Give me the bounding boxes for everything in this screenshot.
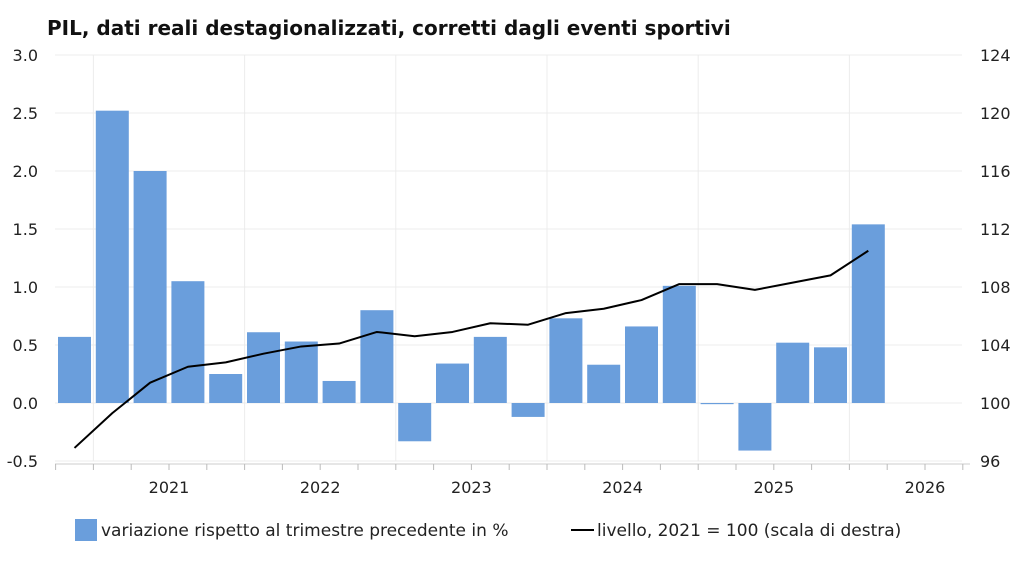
bar — [95, 110, 129, 404]
y-right-tick-label: 96 — [980, 452, 1000, 471]
bar — [511, 403, 545, 417]
bar — [209, 374, 243, 403]
bar — [284, 341, 318, 403]
y-right-tick-label: 112 — [980, 220, 1011, 239]
y-left-tick-label: 0.5 — [13, 336, 38, 355]
legend-line-label: livello, 2021 = 100 (scala di destra) — [597, 521, 901, 541]
legend: variazione rispetto al trimestre precede… — [75, 519, 901, 541]
bar — [851, 224, 885, 403]
bar — [58, 336, 91, 403]
y-right-tick-label: 108 — [980, 278, 1011, 297]
series-line-livello — [73, 249, 869, 449]
bar — [587, 364, 621, 403]
line-layer — [73, 249, 869, 449]
bar — [473, 336, 507, 403]
y-left-tick-label: 1.0 — [13, 278, 38, 297]
y-left-tick-label: 2.0 — [13, 162, 38, 181]
bar — [625, 326, 658, 403]
bar — [700, 403, 734, 405]
y-left-tick-label: 0.0 — [13, 394, 38, 413]
axis-layer: 3.0 124 2.5 120 2.0 116 1.5 112 1.0 108 0.5 104 0.0 1… — [7, 46, 1011, 497]
bar — [436, 363, 469, 403]
bar — [738, 403, 772, 451]
y-right-tick-label: 100 — [980, 394, 1011, 413]
y-right-tick-label: 124 — [980, 46, 1011, 65]
bar — [398, 403, 432, 442]
x-tick-label: 2022 — [300, 478, 341, 497]
legend-bar-label: variazione rispetto al trimestre precede… — [101, 521, 508, 541]
bar — [360, 310, 394, 403]
bars-layer — [58, 110, 885, 451]
bar — [776, 342, 810, 403]
bar — [814, 347, 847, 403]
y-left-tick-label: 1.5 — [13, 220, 38, 239]
chart-title: PIL, dati reali destagionalizzati, corre… — [47, 16, 731, 40]
bar — [247, 332, 280, 403]
bar — [322, 380, 356, 403]
y-right-tick-label: 104 — [980, 336, 1011, 355]
grid-layer — [55, 54, 962, 462]
x-tick-label: 2026 — [905, 478, 946, 497]
y-left-tick-label: -0.5 — [7, 452, 38, 471]
x-tick-label: 2021 — [149, 478, 190, 497]
bar — [549, 318, 583, 403]
y-left-tick-label: 3.0 — [13, 46, 38, 65]
bar — [662, 285, 696, 403]
y-left-tick-label: 2.5 — [13, 104, 38, 123]
y-right-tick-label: 120 — [980, 104, 1011, 123]
x-tick-label: 2024 — [602, 478, 643, 497]
bar — [133, 171, 167, 403]
x-tick-label: 2023 — [451, 478, 492, 497]
bar — [171, 281, 205, 403]
y-right-tick-label: 116 — [980, 162, 1011, 181]
legend-bar-swatch — [75, 519, 97, 541]
x-tick-label: 2025 — [753, 478, 794, 497]
